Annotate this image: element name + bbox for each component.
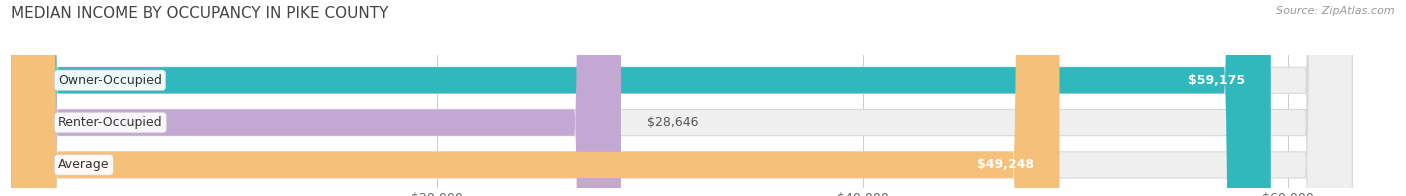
Text: $28,646: $28,646 (647, 116, 697, 129)
FancyBboxPatch shape (11, 0, 1060, 196)
FancyBboxPatch shape (11, 0, 621, 196)
FancyBboxPatch shape (11, 0, 1353, 196)
Text: Owner-Occupied: Owner-Occupied (58, 74, 162, 87)
FancyBboxPatch shape (11, 0, 1353, 196)
Text: Average: Average (58, 158, 110, 171)
Text: MEDIAN INCOME BY OCCUPANCY IN PIKE COUNTY: MEDIAN INCOME BY OCCUPANCY IN PIKE COUNT… (11, 6, 388, 21)
FancyBboxPatch shape (11, 0, 1353, 196)
Text: Renter-Occupied: Renter-Occupied (58, 116, 163, 129)
FancyBboxPatch shape (11, 0, 1271, 196)
Text: $49,248: $49,248 (977, 158, 1033, 171)
Text: $59,175: $59,175 (1188, 74, 1246, 87)
Text: Source: ZipAtlas.com: Source: ZipAtlas.com (1277, 6, 1395, 16)
